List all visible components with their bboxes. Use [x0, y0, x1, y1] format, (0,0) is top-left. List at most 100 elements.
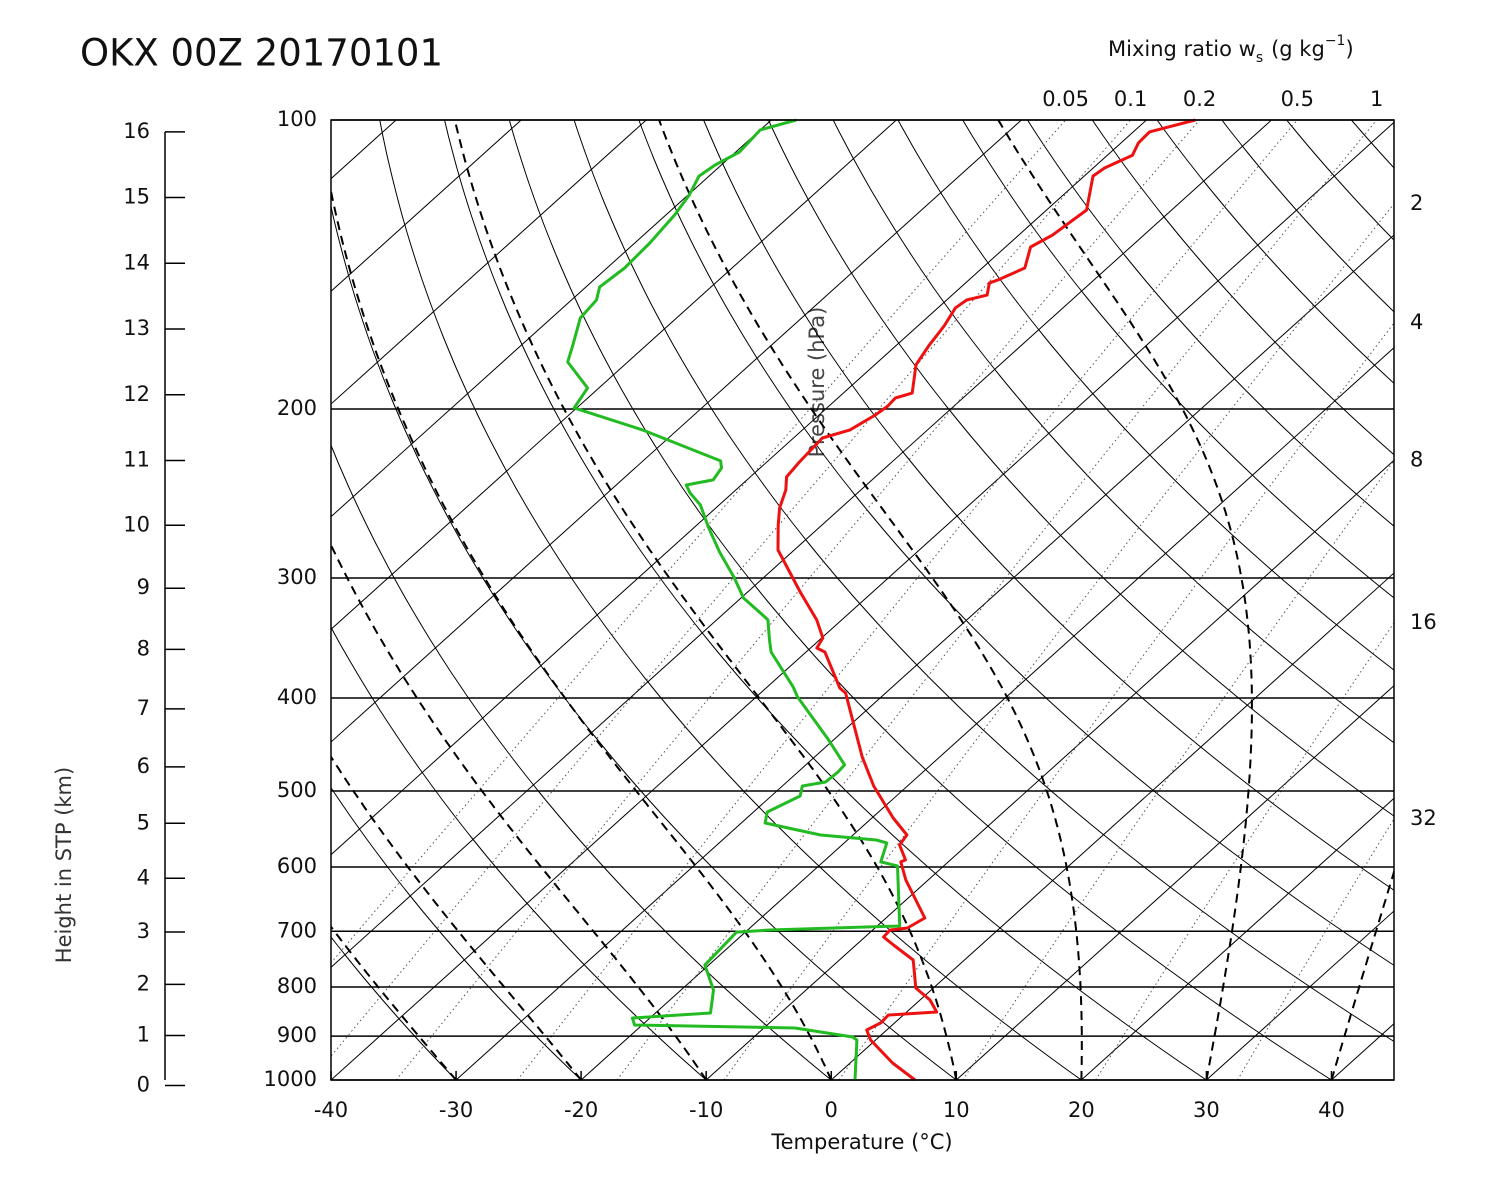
isotherm [331, 120, 1147, 856]
mixing-ratio-line [723, 203, 1394, 1080]
moist-adiabat [331, 542, 708, 1080]
isotherm [1457, 120, 1500, 1080]
profile-line [776, 118, 1196, 1082]
x-tick-label: 0 [825, 1098, 838, 1122]
height-axis-label: Height in STP (km) [52, 767, 76, 963]
mixing-ratio-title-sup: −1 [1325, 33, 1346, 49]
x-tick-label: -30 [439, 1098, 473, 1122]
y-tick-label: 300 [277, 565, 317, 589]
x-tick-label: 30 [1193, 1098, 1220, 1122]
mixing-ratio-line [517, 120, 1298, 1080]
height-tick-label: 3 [137, 919, 150, 943]
isotherm [1206, 910, 1394, 1080]
dry-adiabat [767, 120, 1394, 817]
mixing-ratio-label: 0.1 [1114, 87, 1147, 111]
dry-adiabat [1416, 120, 1500, 1080]
height-tick-label: 14 [123, 250, 150, 274]
plot-border [330, 119, 1395, 1081]
mixing-ratio-line [838, 322, 1394, 1080]
x-axis-label: Temperature (°C) [770, 1130, 952, 1154]
moist-adiabat [331, 925, 457, 1080]
dry-adiabat [1221, 120, 1394, 313]
isotherm [331, 120, 772, 518]
isotherm [331, 120, 897, 631]
y-tick-label: 200 [277, 396, 317, 420]
height-tick-label: 13 [123, 316, 150, 340]
y-tick-label: 100 [277, 107, 317, 131]
dry-adiabat [703, 120, 1394, 891]
x-tick-label: 40 [1318, 1098, 1345, 1122]
mixing-ratio-line [331, 120, 1131, 1057]
dry-adiabat [331, 444, 832, 1080]
mixing-ratio-label: 0.05 [1042, 87, 1089, 111]
isotherm [331, 120, 647, 405]
isotherm [0, 120, 21, 1080]
x-tick-label: 10 [943, 1098, 970, 1122]
isotherm [580, 347, 1394, 1080]
dry-adiabat [331, 936, 457, 1080]
y-tick-label: 400 [277, 685, 317, 709]
mixing-ratio-line [331, 120, 1066, 964]
mixing-ratio-label: 4 [1410, 310, 1423, 334]
mixing-ratio-title-text: Mixing ratio w [1108, 37, 1256, 61]
dry-adiabat [444, 120, 1207, 1080]
isotherm [331, 120, 1272, 969]
x-tick-label: -40 [314, 1098, 348, 1122]
y-tick-label: 900 [277, 1023, 317, 1047]
dry-adiabat [1481, 120, 1500, 1080]
mixing-ratio-label: 0.2 [1183, 87, 1216, 111]
x-tick-label: 20 [1068, 1098, 1095, 1122]
moist-adiabat [331, 186, 833, 1080]
moist-adiabat [658, 120, 1083, 1080]
dry-adiabat [638, 120, 1394, 966]
height-tick-label: 7 [137, 696, 150, 720]
isotherm [455, 234, 1394, 1080]
y-tick-label: 700 [277, 918, 317, 942]
dry-adiabat [1156, 120, 1394, 385]
pressure-label: Pressure (hPa) [805, 307, 829, 458]
mixing-ratio-line [616, 120, 1378, 1080]
moist-adiabat [331, 754, 582, 1080]
mixing-ratio-label: 32 [1410, 806, 1437, 830]
dry-adiabat [832, 120, 1394, 744]
height-tick-label: 8 [137, 636, 150, 660]
height-tick-label: 4 [137, 865, 150, 889]
mixing-ratio-title: Mixing ratio ws (g kg−1) [1108, 33, 1354, 66]
height-tick-label: 6 [137, 754, 150, 778]
isotherm [955, 684, 1394, 1080]
height-tick-label: 12 [123, 382, 150, 406]
dry-adiabat [331, 204, 957, 1080]
mixing-ratio-label: 2 [1410, 191, 1423, 215]
mixing-ratio-line [1095, 621, 1394, 1080]
isotherm [705, 459, 1394, 1080]
mixing-ratio-title-sub: s [1256, 50, 1263, 66]
x-tick-label: -10 [689, 1098, 723, 1122]
mixing-ratio-label: 1 [1370, 87, 1383, 111]
mixing-ratio-line [962, 459, 1394, 1080]
y-tick-label: 800 [277, 974, 317, 998]
height-tick-label: 9 [137, 575, 150, 599]
dry-adiabat [1091, 120, 1394, 456]
mixing-ratio-label: 8 [1410, 448, 1423, 472]
isotherm [830, 572, 1394, 1080]
background-lines [0, 120, 1500, 1080]
dry-adiabat [962, 120, 1394, 599]
y-tick-label: 500 [277, 778, 317, 802]
mixing-ratio-label: 16 [1410, 610, 1437, 634]
y-tick-label: 600 [277, 854, 317, 878]
moist-adiabat [1330, 868, 1394, 1080]
mixing-ratio-label: 0.5 [1281, 87, 1314, 111]
isotherm [331, 120, 1022, 743]
moist-adiabat [453, 120, 958, 1080]
height-tick-label: 15 [123, 185, 150, 209]
dry-adiabat [331, 626, 707, 1080]
profile-line [566, 118, 902, 1081]
height-tick-label: 1 [137, 1022, 150, 1046]
isotherm [1081, 797, 1394, 1080]
dry-adiabat [508, 120, 1332, 1080]
height-tick-label: 2 [137, 971, 150, 995]
x-tick-label: -20 [564, 1098, 598, 1122]
mixing-ratio-line [395, 120, 1200, 1080]
isotherm [331, 121, 1394, 1080]
